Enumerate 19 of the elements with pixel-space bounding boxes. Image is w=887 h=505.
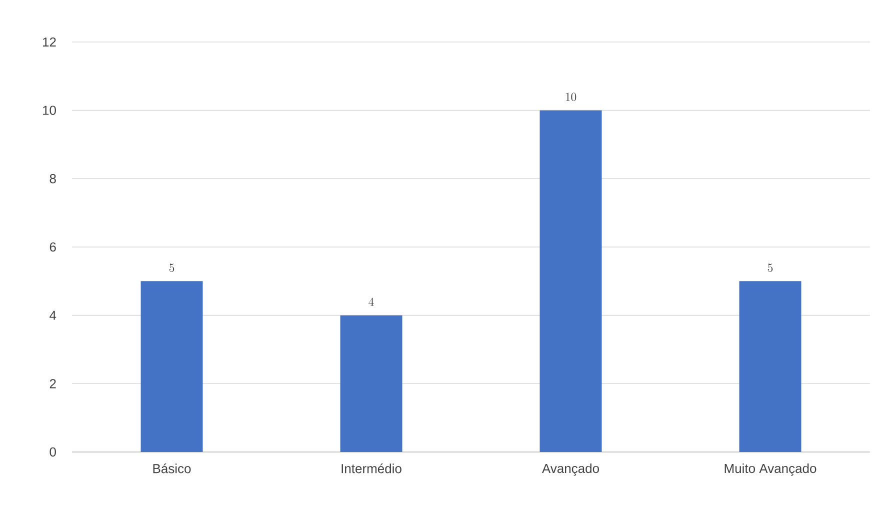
y-tick-label: 8	[50, 174, 56, 184]
bar	[540, 110, 602, 452]
y-tick-label: 6	[50, 242, 56, 252]
x-tick-label: Básico	[153, 464, 191, 474]
bar	[340, 315, 402, 452]
data-label: 4	[368, 298, 374, 306]
data-label: 5	[169, 264, 174, 272]
y-tick-label: 0	[50, 447, 56, 457]
data-label: 10	[566, 92, 576, 102]
x-tick-label: Muito Avançado	[724, 464, 816, 476]
y-tick-label: 12	[43, 37, 56, 47]
bar	[739, 281, 802, 452]
y-tick-label: 2	[50, 379, 56, 388]
data-label: 5	[768, 264, 773, 272]
x-tick-label: Intermédio	[342, 464, 402, 474]
y-tick-label: 4	[50, 310, 56, 320]
bar	[140, 281, 203, 452]
x-tick-label: Avançado	[542, 464, 599, 476]
y-tick-label: 10	[43, 106, 56, 115]
